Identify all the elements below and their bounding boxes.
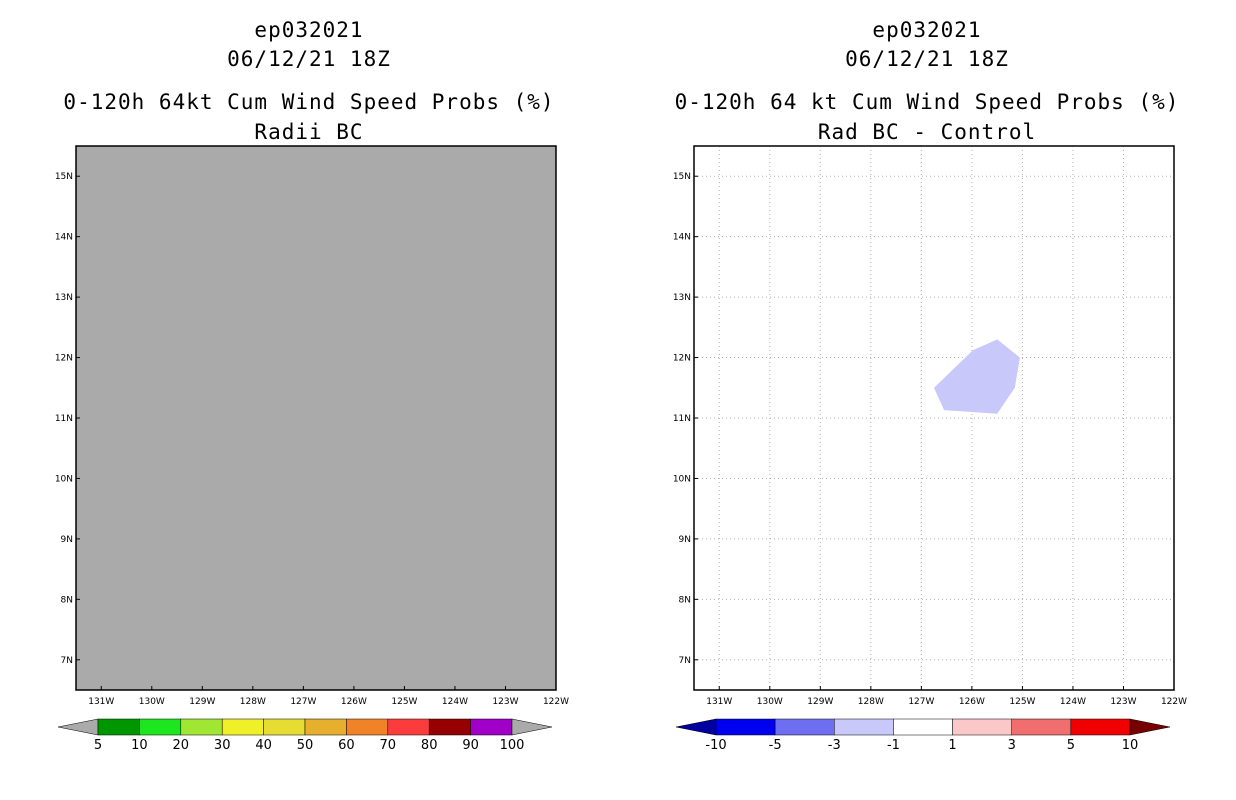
colorbar-swatch [221, 718, 264, 736]
colorbar-label: 10 [1122, 738, 1139, 753]
colorbar-low-arrow [57, 718, 99, 736]
x-tick-label: 128W [858, 697, 884, 707]
y-tick-label: 13N [55, 293, 73, 303]
colorbar-swatch [263, 718, 306, 736]
x-tick-label: 131W [706, 697, 732, 707]
colorbar-label: -10 [705, 738, 726, 753]
colorbar-label: 100 [500, 738, 525, 753]
x-tick-label: 127W [908, 697, 934, 707]
colorbar-swatch [387, 718, 430, 736]
x-tick-label: 129W [807, 697, 833, 707]
colorbar-label: 90 [462, 738, 479, 753]
y-tick-label: 11N [673, 414, 691, 424]
colorbar-swatch [346, 718, 389, 736]
colorbar-label: 50 [297, 738, 314, 753]
right-title-description: 0-120h 64 kt Cum Wind Speed Probs (%) [674, 90, 1180, 114]
x-tick-label: 126W [959, 697, 985, 707]
colorbar-swatch [834, 718, 894, 736]
y-tick-label: 11N [55, 414, 73, 424]
y-tick-label: 8N [679, 595, 691, 605]
y-tick-label: 7N [679, 656, 691, 666]
colorbar-high-arrow [1129, 718, 1171, 736]
colorbar-label: -3 [828, 738, 841, 753]
right-chart-plot: 131W 130W 129W 128W 127W 126W 125W 124W 123W 122W… [673, 145, 1187, 753]
x-tick-label: 124W [442, 697, 468, 707]
y-tick-label: 9N [61, 535, 73, 545]
colorbar-label: 60 [338, 738, 355, 753]
right-title-storm-id: ep032021 [872, 18, 982, 42]
colorbar-swatch [180, 718, 223, 736]
x-tick-label: 123W [1110, 697, 1136, 707]
y-tick-label: 14N [55, 233, 73, 243]
right-chart-panel: ep032021 06/12/21 18Z 0-120h 64 kt Cum W… [618, 0, 1236, 800]
colorbar-label: 20 [173, 738, 190, 753]
left-title-datetime: 06/12/21 18Z [227, 47, 391, 71]
y-tick-label: 9N [679, 535, 691, 545]
colorbar-label: 70 [380, 738, 397, 753]
y-tick-label: 10N [55, 474, 73, 484]
x-tick-label: 126W [341, 697, 367, 707]
colorbar-swatch [774, 718, 835, 736]
left-title-description: 0-120h 64kt Cum Wind Speed Probs (%) [63, 90, 555, 114]
colorbar-swatch [470, 718, 513, 736]
y-tick-label: 8N [61, 595, 73, 605]
y-tick-label: 14N [673, 233, 691, 243]
colorbar-label: 5 [94, 738, 102, 753]
x-tick-label: 123W [492, 697, 518, 707]
x-tick-label: 128W [240, 697, 266, 707]
colorbar-swatch [428, 718, 471, 736]
shaded-region-polygon [934, 339, 1020, 414]
colorbar-swatch [1011, 718, 1072, 736]
colorbar-low-arrow [675, 718, 717, 736]
colorbar-swatch [97, 718, 140, 736]
colorbar-swatch [139, 718, 182, 736]
colorbar-label: -1 [887, 738, 900, 753]
colorbar-swatch [952, 718, 1012, 736]
x-tick-label: 130W [139, 697, 165, 707]
colorbar-swatch [893, 718, 953, 736]
plot-area-fill [76, 146, 556, 690]
colorbar-label: 30 [214, 738, 231, 753]
colorbar-swatch [304, 718, 347, 736]
x-tick-label: 129W [189, 697, 215, 707]
colorbar-swatch [715, 718, 776, 736]
colorbar-high-arrow [511, 718, 553, 736]
left-chart-panel: ep032021 06/12/21 18Z 0-120h 64kt Cum Wi… [55, 18, 569, 753]
y-tick-label: 13N [673, 293, 691, 303]
y-tick-label: 10N [673, 474, 691, 484]
left-chart-plot: 131W 130W 129W 128W 127W 126W 125W 124W 123W 122W… [55, 145, 569, 753]
y-tick-label: 12N [673, 354, 691, 364]
colorbar-label: -5 [769, 738, 782, 753]
y-tick-label: 7N [61, 656, 73, 666]
right-title-subtitle: Rad BC - Control [817, 120, 1037, 144]
y-tick-label: 15N [55, 172, 73, 182]
x-tick-label: 131W [88, 697, 114, 707]
y-tick-label: 12N [55, 354, 73, 364]
colorbar-label: 1 [948, 738, 956, 753]
x-tick-label: 125W [391, 697, 417, 707]
left-title-subtitle: Radii BC [254, 120, 364, 144]
x-tick-label: 127W [290, 697, 316, 707]
colorbar-label: 5 [1067, 738, 1075, 753]
right-title-datetime: 06/12/21 18Z [845, 47, 1009, 71]
x-tick-label: 130W [757, 697, 783, 707]
x-tick-label: 122W [543, 697, 569, 707]
colorbar-label: 10 [131, 738, 148, 753]
y-tick-label: 15N [673, 172, 691, 182]
colorbar-label: 3 [1008, 738, 1016, 753]
left-title-storm-id: ep032021 [254, 18, 364, 42]
colorbar-label: 80 [421, 738, 438, 753]
x-tick-label: 122W [1161, 697, 1187, 707]
colorbar-swatch [1070, 718, 1131, 736]
x-tick-label: 124W [1060, 697, 1086, 707]
colorbar-label: 40 [255, 738, 272, 753]
x-tick-label: 125W [1009, 697, 1035, 707]
